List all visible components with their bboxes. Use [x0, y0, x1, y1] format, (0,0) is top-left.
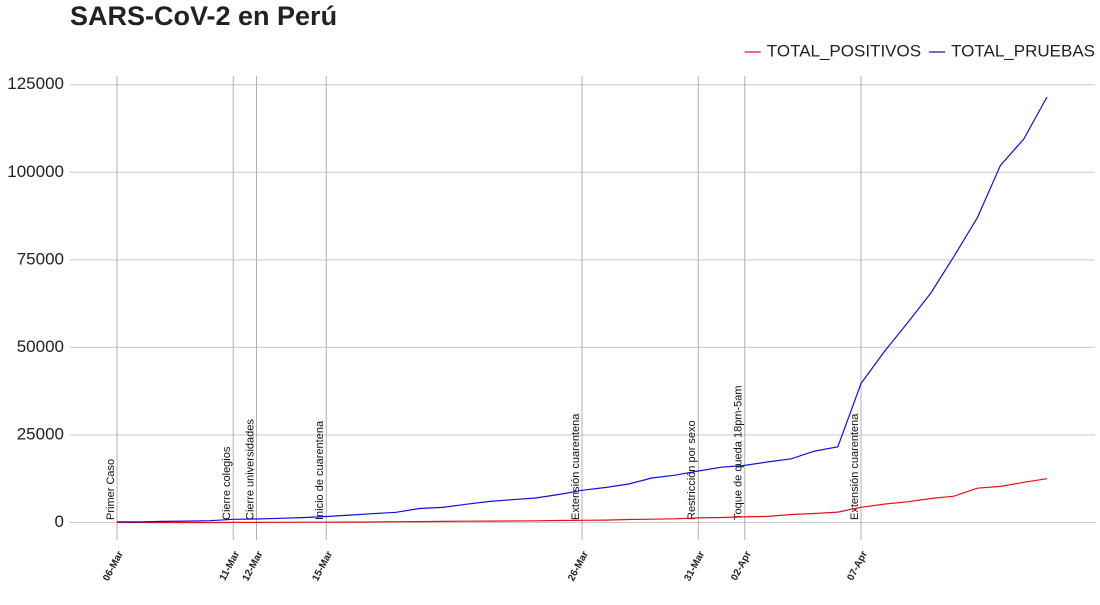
annotation: Extensión cuarentena [849, 413, 861, 520]
annotation: Cierre universidades [244, 419, 256, 520]
annotation: Cierre colegios [221, 446, 233, 520]
annotation: Inicio de cuarentena [314, 420, 326, 520]
annotation: Extensión cuarentena [570, 413, 582, 520]
annotation: Toque de queda 18pm-5am [733, 385, 745, 520]
series-line [116, 96, 1048, 523]
legend-label: TOTAL_POSITIVOS [767, 41, 921, 60]
x-tick-label: 26-Mar [566, 549, 591, 583]
x-tick-label: 12-Mar [241, 549, 266, 583]
x-tick-label: 06-Mar [101, 549, 126, 583]
annotation: Restricción por sexo [686, 420, 698, 520]
x-tick-label: 11-Mar [218, 549, 243, 582]
x-tick-label: 15-Mar [310, 549, 335, 583]
y-tick-label: 50000 [17, 337, 64, 356]
series-line [117, 478, 1048, 524]
y-tick-label: 25000 [17, 424, 64, 443]
x-tick-label: 02-Apr [729, 549, 754, 582]
annotation: Primer Caso [105, 459, 117, 520]
y-tick-label: 100000 [7, 162, 64, 181]
y-tick-label: 75000 [17, 249, 64, 268]
x-tick-label: 31-Mar [682, 549, 707, 583]
x-tick-label: 07-Apr [845, 549, 870, 582]
chart-title: SARS-CoV-2 en Perú [70, 1, 337, 31]
legend-label: TOTAL_PRUEBAS [951, 41, 1095, 60]
y-tick-label: 125000 [7, 74, 64, 93]
y-tick-label: 0 [55, 512, 64, 531]
